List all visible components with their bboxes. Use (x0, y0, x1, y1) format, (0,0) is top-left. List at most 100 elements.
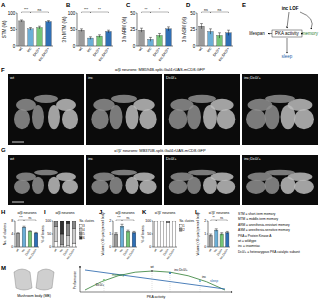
error-bar (215, 229, 218, 232)
point-label: wt (150, 265, 153, 269)
bar (46, 22, 52, 46)
image-title: α'/β' neurons: MB370B-split-Gal4>UAS-mCD… (114, 148, 206, 153)
bar-segment (72, 243, 76, 247)
tick-label: 50 (190, 11, 196, 16)
neuron-blob (203, 177, 217, 194)
neuron-blob (91, 180, 108, 194)
legend-title: No. clusters (180, 219, 195, 223)
neuron-blob (294, 180, 314, 194)
bar-segment (172, 221, 176, 247)
error-bar (20, 20, 23, 22)
axis-title: 3 h MTM (%) (62, 16, 67, 43)
tick-label: 100 (45, 219, 51, 223)
tick (207, 234, 208, 235)
error-bar (98, 35, 101, 38)
image-label: inc;Dc0/+ (244, 156, 261, 161)
bar-segment (66, 235, 70, 245)
marks (154, 221, 176, 247)
category-label: inc (86, 47, 92, 53)
category-label: inc;Dc0/+ (65, 248, 76, 261)
y-axis (137, 13, 138, 46)
category-label: wt (153, 248, 158, 253)
tick (152, 234, 153, 235)
error-bar (209, 234, 212, 237)
category-label: wt (138, 46, 144, 52)
panel-letter: K (142, 209, 147, 215)
panel-letter: G (1, 147, 6, 153)
neuron-blob (281, 177, 296, 194)
y-axis (208, 221, 209, 247)
significance: ** (145, 8, 148, 12)
image-label: inc;Dc0/+ (244, 75, 261, 80)
axis-title: Performance (73, 271, 77, 289)
neuron-blob (16, 99, 36, 111)
chart-title: α/β neurons (55, 211, 74, 215)
legend-label: 2 (183, 228, 185, 232)
bar (139, 30, 145, 46)
schematic: Mushroom body (MB)PerformancePKA activit… (14, 265, 232, 299)
tick (152, 247, 153, 248)
chart-title: α/β neurons (115, 211, 134, 215)
bar (19, 21, 25, 46)
key-entry: MTM = middle-term memory (238, 217, 279, 221)
category-label: wt (53, 248, 58, 253)
chart: 048No. of clustersα/β neuronswtincDc0/+i… (3, 211, 39, 260)
tick (76, 13, 77, 14)
bar-segment (66, 224, 70, 236)
neuron-blob (111, 170, 137, 176)
bar-segment (72, 229, 76, 243)
neuron-blob (169, 109, 188, 129)
neuron-blob (246, 180, 266, 194)
point-label: Dc0/+ (96, 283, 105, 287)
bar (126, 231, 130, 247)
image-bg (164, 74, 240, 145)
bar (28, 231, 32, 247)
neuron-blob (62, 180, 78, 194)
bar (114, 234, 118, 247)
scale-bar (12, 202, 24, 203)
error-bar (121, 224, 124, 228)
significance: ns (127, 216, 131, 220)
arrow (300, 12, 312, 29)
bar (97, 36, 103, 46)
error-bar (218, 33, 221, 38)
chart-title: α'/β' neurons (209, 211, 230, 215)
significance: ns (29, 216, 33, 220)
marks (199, 24, 232, 46)
tick (207, 247, 208, 248)
category-label: inc;Dc0/+ (38, 46, 51, 62)
neuron-blob (111, 95, 137, 103)
arrow (287, 38, 288, 53)
neuron-blob (265, 95, 295, 103)
legend-title: No. clusters (80, 219, 95, 223)
neuron-blob (265, 105, 280, 129)
bar-segment (54, 226, 58, 242)
error-bar (158, 33, 161, 37)
panel-letter: D (186, 2, 191, 8)
node-label: memory (302, 31, 319, 36)
tick-label: 50 (130, 11, 136, 16)
panel-letter: I (44, 209, 46, 215)
bar (226, 233, 229, 247)
neuron-blob (169, 180, 188, 194)
bar-segment (54, 221, 58, 222)
tick-label: 50 (47, 232, 51, 236)
neuron-blob (188, 170, 216, 176)
category-label: wt (15, 248, 20, 253)
category-label: inc;Dc0/+ (165, 248, 176, 261)
tick (14, 234, 15, 235)
image-bg (8, 155, 84, 205)
bar-segment (166, 222, 170, 247)
error-bar (29, 231, 32, 232)
curve-label: sleep (210, 279, 218, 283)
panel-letter: E (242, 2, 246, 8)
figure: ABCDEFGHIJKLM050100STM (%)wtincDc0/+inc;… (0, 0, 320, 299)
significance: ** (212, 216, 215, 220)
axis-title: STM (%) (2, 20, 7, 38)
tick (152, 221, 153, 222)
key-entry: Dc0/+ = heterozygous PKA catalytic subun… (238, 250, 300, 254)
neuron-blob (187, 177, 201, 194)
category-label: wt (198, 46, 204, 52)
error-bar (89, 37, 92, 40)
micrograph: inc;Dc0/+ (242, 155, 318, 205)
